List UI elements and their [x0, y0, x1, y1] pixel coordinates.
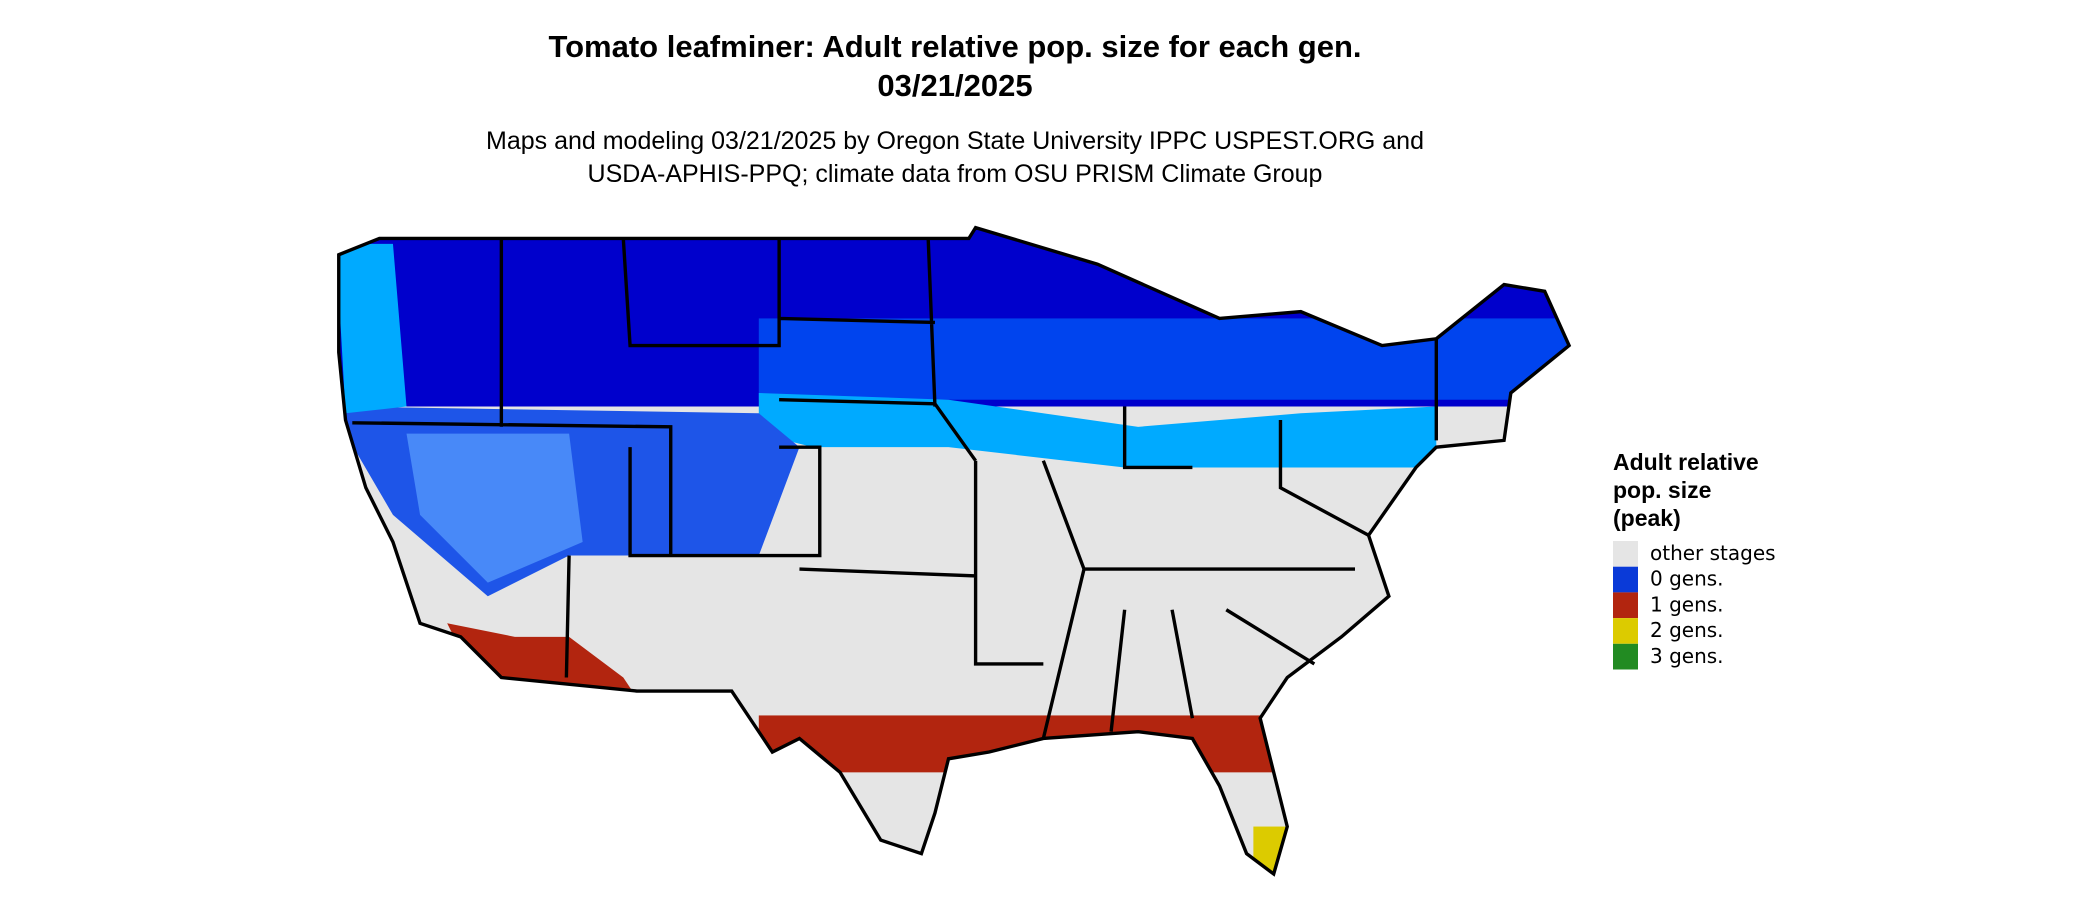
legend-label: other stages	[1650, 541, 1776, 565]
legend-label: 2 gens.	[1650, 618, 1724, 642]
legend-title: Adult relative	[1613, 449, 1759, 475]
region-light-blue	[758, 392, 1437, 468]
subtitle: Maps and modeling 03/21/2025 by Oregon S…	[486, 127, 1424, 155]
legend-swatch	[1613, 592, 1638, 619]
region-blue	[758, 318, 1570, 400]
region-2-gen	[1253, 826, 1308, 874]
border	[352, 238, 1438, 739]
title: Tomato leafminer: Adult relative pop. si…	[548, 29, 1361, 64]
legend-title: (peak)	[1613, 505, 1681, 531]
legend-title: pop. size	[1613, 477, 1711, 503]
legend-swatch	[1613, 566, 1638, 593]
legend-swatch	[1613, 618, 1638, 644]
region-1-gen	[447, 623, 637, 698]
region-west-light	[406, 433, 583, 583]
state-borders	[337, 225, 1571, 876]
legend-swatch	[1613, 541, 1638, 567]
subtitle: USDA-APHIS-PPQ; climate data from OSU PR…	[588, 160, 1323, 188]
region-coast	[338, 243, 407, 414]
title: 03/21/2025	[877, 68, 1032, 103]
legend-swatch	[1613, 643, 1638, 670]
legend-label: 1 gens.	[1650, 592, 1724, 616]
legend-label: 3 gens.	[1650, 644, 1724, 668]
us-map	[337, 225, 1571, 876]
legend-label: 0 gens.	[1650, 567, 1724, 591]
